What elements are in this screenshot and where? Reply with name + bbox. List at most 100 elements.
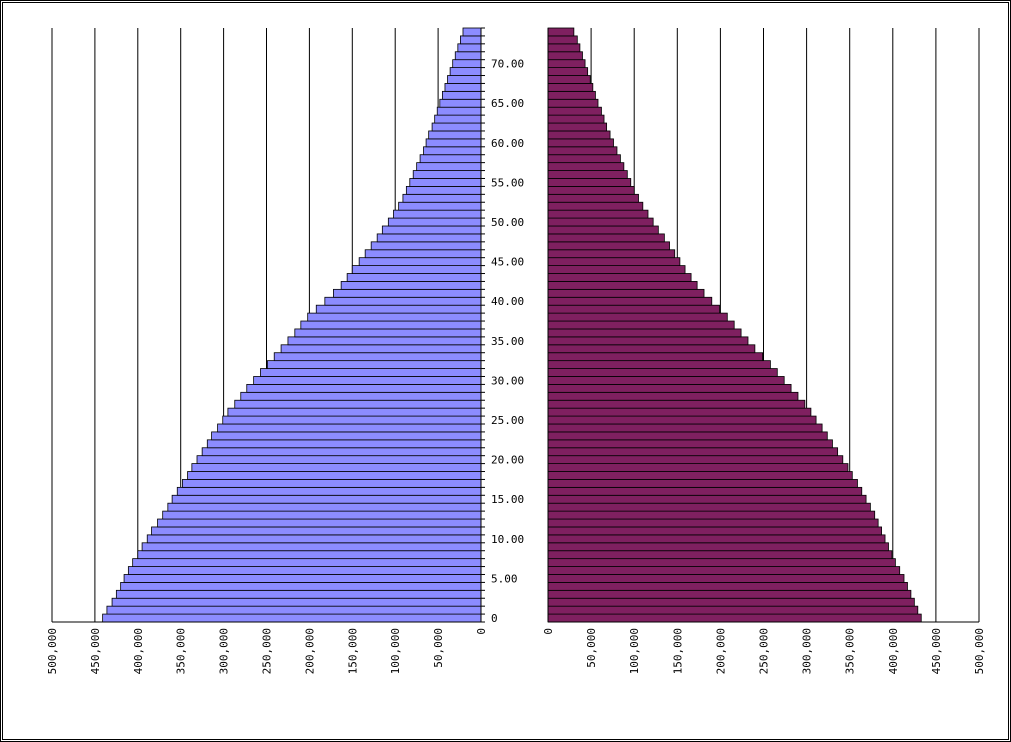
right-bar	[547, 352, 764, 362]
right-bar	[547, 312, 728, 322]
age-tick-label: 25.00	[491, 414, 524, 427]
left-x-tick-label: 500,000	[46, 628, 59, 674]
left-bar	[449, 67, 482, 76]
left-bar	[260, 368, 482, 377]
left-bar	[300, 320, 482, 330]
left-x-tick-label: 400,000	[132, 628, 145, 674]
left-bar	[447, 75, 482, 84]
left-bar	[387, 217, 482, 227]
right-bar	[547, 98, 599, 108]
left-bar	[246, 383, 482, 393]
left-bar	[196, 455, 482, 464]
age-tick-label: 70.00	[491, 58, 524, 71]
left-x-tick-label: 350,000	[175, 628, 188, 674]
right-bar	[547, 589, 912, 599]
left-bar	[294, 328, 482, 338]
age-tick-label: 65.00	[491, 97, 524, 110]
left-x-tick-label: 200,000	[303, 628, 316, 674]
left-bar	[287, 336, 482, 346]
right-bar	[547, 241, 670, 251]
right-bar	[547, 510, 876, 520]
right-bar	[547, 249, 676, 259]
right-bar	[547, 479, 858, 488]
left-bar	[419, 154, 482, 164]
left-bar	[280, 344, 482, 354]
right-bar	[547, 566, 901, 575]
right-bar	[547, 178, 632, 187]
right-x-tick-label: 0	[542, 628, 555, 635]
right-bar	[547, 526, 882, 536]
left-bar	[137, 550, 482, 560]
left-x-tick-label: 450,000	[89, 628, 102, 674]
left-bar	[115, 589, 482, 599]
right-bar	[547, 423, 823, 433]
right-bar	[547, 415, 817, 425]
age-tick-label: 0	[491, 612, 498, 625]
left-x-tick-label: 150,000	[346, 628, 359, 674]
right-bar	[547, 257, 681, 266]
right-bar	[547, 431, 828, 441]
right-bar	[547, 193, 639, 203]
left-bar	[454, 51, 482, 61]
left-bar	[240, 391, 482, 401]
age-tick-label: 20.00	[491, 454, 524, 467]
left-bar	[431, 122, 482, 132]
left-bar	[358, 257, 482, 266]
left-bar	[266, 360, 482, 369]
left-bar	[227, 407, 482, 417]
age-tick-label: 50.00	[491, 216, 524, 229]
right-bar	[547, 486, 863, 496]
right-bar	[547, 146, 618, 156]
left-bar	[120, 582, 482, 591]
left-bar	[460, 35, 482, 45]
right-x-tick-label: 400,000	[887, 628, 900, 674]
left-bar	[423, 146, 482, 156]
right-bar	[547, 399, 806, 409]
right-bar	[547, 296, 713, 306]
left-bar	[346, 273, 482, 282]
right-bar	[547, 225, 659, 235]
left-bar	[253, 376, 482, 385]
right-bar	[547, 59, 586, 69]
right-bar	[547, 106, 602, 116]
left-bar	[436, 106, 482, 116]
left-bar	[425, 138, 482, 148]
left-bar	[324, 296, 482, 306]
left-bar	[222, 415, 482, 425]
left-x-tick-label: 250,000	[261, 628, 274, 674]
right-x-tick-label: 250,000	[758, 628, 771, 674]
left-bar	[187, 471, 482, 480]
right-bar	[547, 455, 844, 464]
left-bar	[434, 114, 482, 124]
right-bar	[547, 162, 625, 171]
right-bar	[547, 90, 596, 100]
right-bar	[547, 51, 583, 61]
right-bar	[547, 344, 756, 354]
right-bar	[547, 209, 649, 219]
right-bar	[547, 383, 792, 393]
left-x-tick-label: 50,000	[432, 628, 445, 668]
left-bar	[102, 613, 482, 623]
right-bar	[547, 597, 915, 607]
age-tick-label: 60.00	[491, 137, 524, 150]
age-tick-label: 10.00	[491, 533, 524, 546]
right-bar	[547, 447, 839, 457]
left-bar	[416, 162, 482, 171]
right-bar	[547, 170, 628, 179]
right-bar	[547, 265, 686, 274]
right-bar	[547, 273, 692, 282]
right-bar	[547, 281, 698, 290]
right-bar	[547, 304, 720, 314]
left-bar	[381, 225, 482, 235]
right-bar	[547, 360, 771, 369]
age-tick-label: 35.00	[491, 335, 524, 348]
left-bar	[211, 431, 482, 441]
right-x-tick-label: 100,000	[628, 628, 641, 674]
right-bar	[547, 75, 591, 84]
left-bar	[132, 558, 482, 567]
age-axis-labels: 0 5.00 10.00 15.00 20.00 25.00 30.00 35.00 40.00…	[491, 58, 524, 625]
left-bar	[273, 352, 482, 362]
right-bar	[547, 494, 867, 504]
left-bar	[315, 304, 482, 314]
